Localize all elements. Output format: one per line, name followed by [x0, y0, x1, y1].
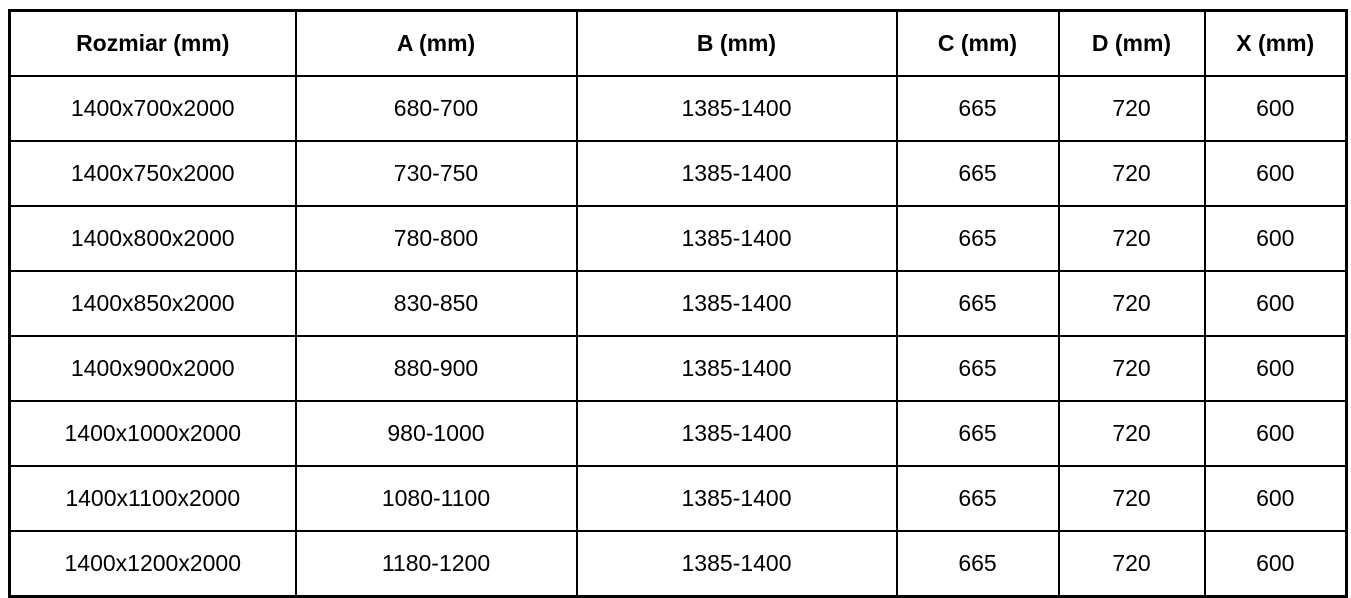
cell-b: 1385-1400	[575, 530, 898, 598]
table-body: 1400x700x2000 680-700 1385-1400 665 720 600 14…	[8, 75, 1348, 598]
table-row: 1400x800x2000 780-800 1385-1400 665 720 600	[8, 205, 1348, 272]
cell-x: 600	[1203, 270, 1348, 337]
cell-rozmiar: 1400x800x2000	[8, 205, 297, 272]
cell-d: 720	[1057, 270, 1206, 337]
cell-rozmiar: 1400x1100x2000	[8, 465, 297, 532]
cell-a: 1080-1100	[294, 465, 578, 532]
cell-c: 665	[895, 400, 1060, 467]
cell-x: 600	[1203, 75, 1348, 142]
cell-d: 720	[1057, 205, 1206, 272]
cell-rozmiar: 1400x900x2000	[8, 335, 297, 402]
table-row: 1400x1100x2000 1080-1100 1385-1400 665 720 60…	[8, 465, 1348, 532]
cell-a: 680-700	[294, 75, 578, 142]
cell-x: 600	[1203, 335, 1348, 402]
header-c: C (mm)	[895, 9, 1060, 77]
cell-b: 1385-1400	[575, 140, 898, 207]
cell-c: 665	[895, 140, 1060, 207]
cell-b: 1385-1400	[575, 75, 898, 142]
header-row: Rozmiar (mm) A (mm) B (mm) C (mm) D (mm)…	[8, 9, 1348, 77]
cell-a: 780-800	[294, 205, 578, 272]
cell-a: 1180-1200	[294, 530, 578, 598]
header-b: B (mm)	[575, 9, 898, 77]
cell-a: 880-900	[294, 335, 578, 402]
cell-a: 830-850	[294, 270, 578, 337]
cell-x: 600	[1203, 530, 1348, 598]
header-a: A (mm)	[294, 9, 578, 77]
header-d: D (mm)	[1057, 9, 1206, 77]
cell-c: 665	[895, 335, 1060, 402]
cell-d: 720	[1057, 140, 1206, 207]
cell-rozmiar: 1400x850x2000	[8, 270, 297, 337]
cell-c: 665	[895, 205, 1060, 272]
cell-x: 600	[1203, 140, 1348, 207]
table-row: 1400x700x2000 680-700 1385-1400 665 720 600	[8, 75, 1348, 142]
cell-rozmiar: 1400x1000x2000	[8, 400, 297, 467]
cell-x: 600	[1203, 400, 1348, 467]
table-row: 1400x750x2000 730-750 1385-1400 665 720 600	[8, 140, 1348, 207]
table-header: Rozmiar (mm) A (mm) B (mm) C (mm) D (mm)…	[8, 9, 1348, 77]
cell-b: 1385-1400	[575, 205, 898, 272]
cell-c: 665	[895, 465, 1060, 532]
cell-b: 1385-1400	[575, 465, 898, 532]
cell-d: 720	[1057, 335, 1206, 402]
dimension-spec-table: Rozmiar (mm) A (mm) B (mm) C (mm) D (mm)…	[8, 9, 1348, 598]
cell-b: 1385-1400	[575, 335, 898, 402]
table-row: 1400x1000x2000 980-1000 1385-1400 665 720 600	[8, 400, 1348, 467]
header-rozmiar: Rozmiar (mm)	[8, 9, 297, 77]
cell-a: 980-1000	[294, 400, 578, 467]
cell-rozmiar: 1400x1200x2000	[8, 530, 297, 598]
cell-d: 720	[1057, 75, 1206, 142]
cell-d: 720	[1057, 465, 1206, 532]
cell-d: 720	[1057, 400, 1206, 467]
header-x: X (mm)	[1203, 9, 1348, 77]
cell-rozmiar: 1400x750x2000	[8, 140, 297, 207]
cell-a: 730-750	[294, 140, 578, 207]
table-row: 1400x850x2000 830-850 1385-1400 665 720 600	[8, 270, 1348, 337]
cell-b: 1385-1400	[575, 400, 898, 467]
cell-b: 1385-1400	[575, 270, 898, 337]
cell-x: 600	[1203, 205, 1348, 272]
cell-rozmiar: 1400x700x2000	[8, 75, 297, 142]
cell-c: 665	[895, 270, 1060, 337]
cell-c: 665	[895, 75, 1060, 142]
table-row: 1400x900x2000 880-900 1385-1400 665 720 600	[8, 335, 1348, 402]
cell-x: 600	[1203, 465, 1348, 532]
